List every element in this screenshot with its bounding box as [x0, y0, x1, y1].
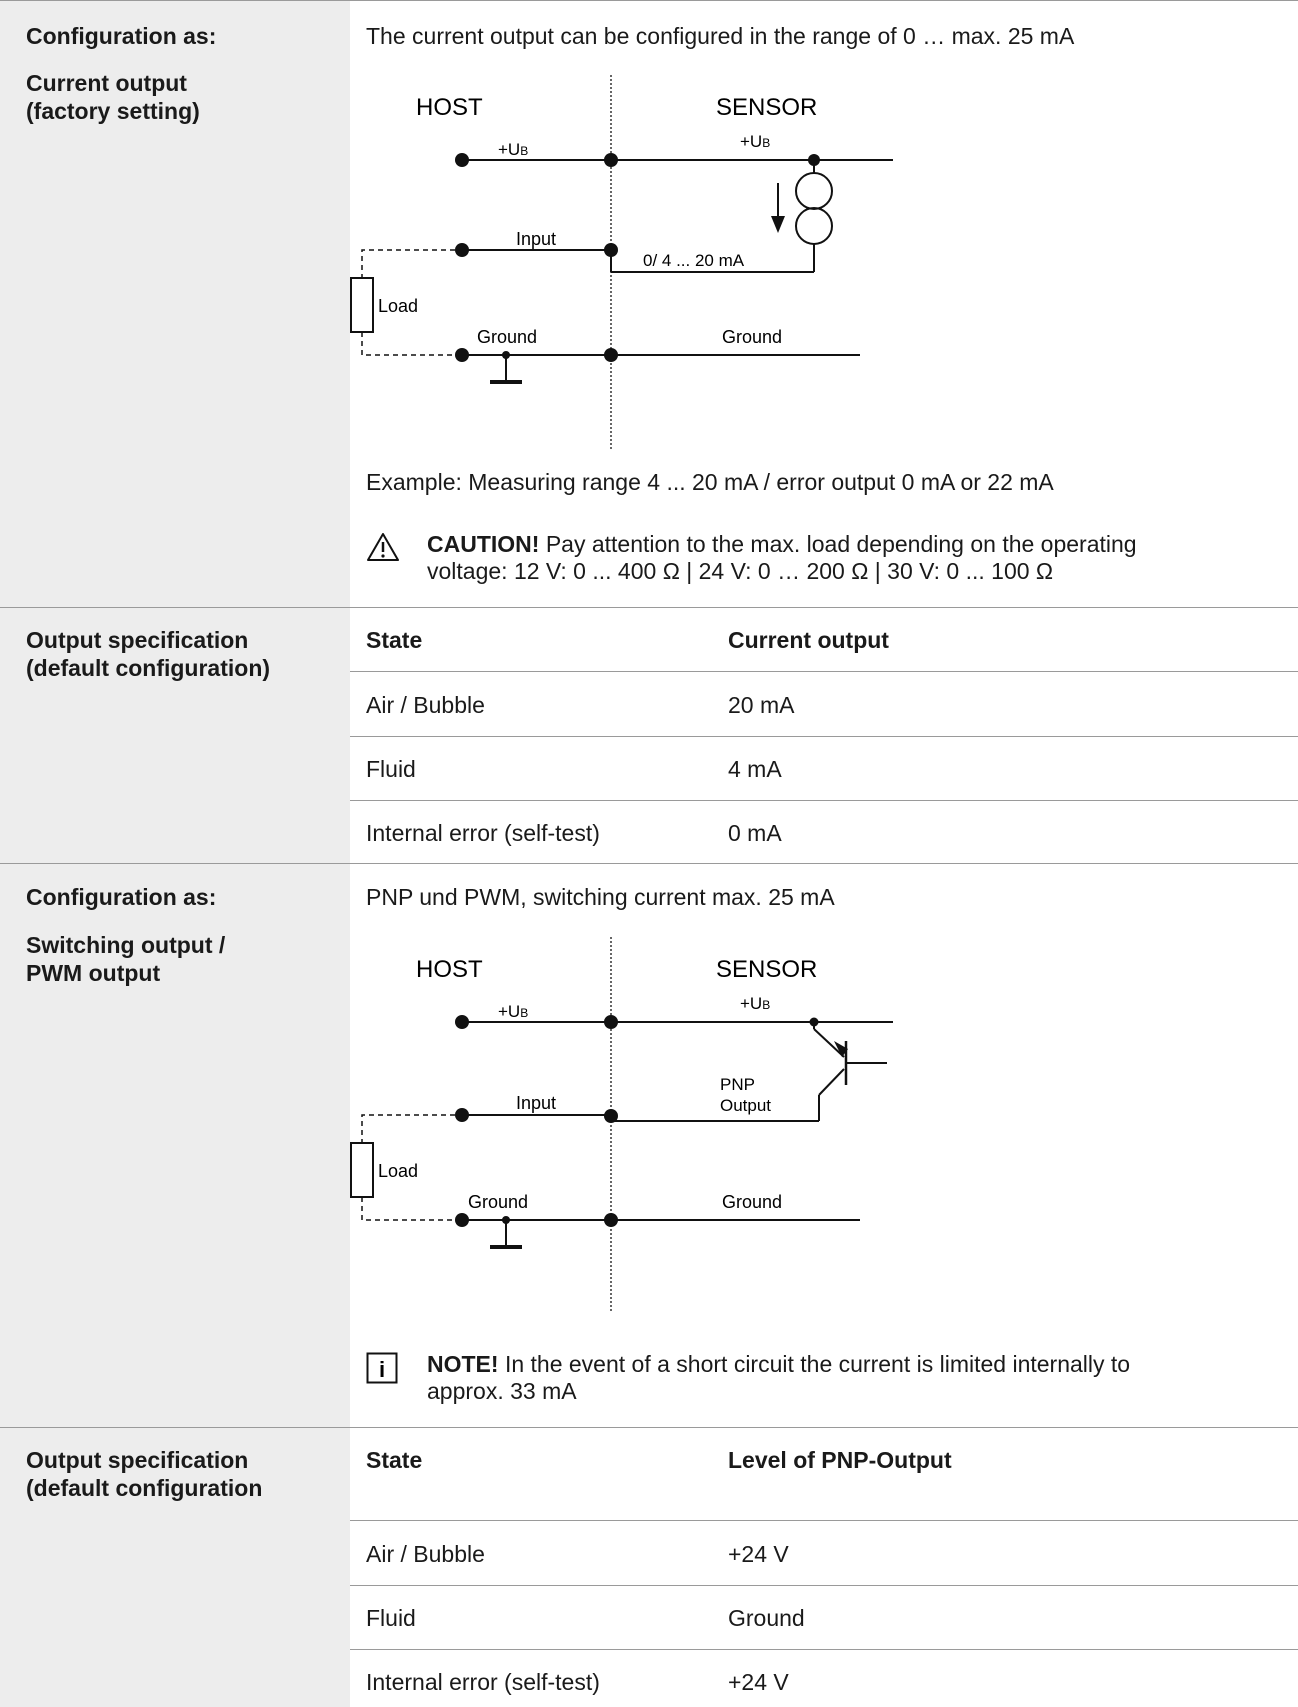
- left-label-column: [0, 0, 350, 1707]
- ub-host-subscript: B: [520, 1006, 528, 1020]
- section2-label-type: Switching output /: [26, 932, 226, 958]
- spec1-header-output: Current output: [728, 627, 889, 653]
- host-label: HOST: [416, 94, 483, 121]
- ub-sensor-label: +U: [740, 132, 762, 151]
- load-label: Load: [378, 296, 418, 316]
- caution-text-line1: Pay attention to the max. load depending…: [539, 531, 1137, 557]
- ub-host-subscript: B: [520, 144, 528, 158]
- host-label: HOST: [416, 956, 483, 983]
- svg-text:+UB: +UB: [740, 994, 770, 1013]
- spec2-row2-state: Fluid: [366, 1605, 416, 1631]
- spec2-label: Output specification: [26, 1447, 249, 1473]
- caution-label: CAUTION!: [427, 531, 540, 557]
- ground-host-label: Ground: [468, 1192, 528, 1212]
- spec2-row2-value: Ground: [728, 1605, 805, 1631]
- ub-sensor-subscript: B: [762, 136, 770, 150]
- rule-section2-end: [0, 1427, 1298, 1428]
- caution-text-line2: voltage: 12 V: 0 ... 400 Ω | 24 V: 0 … 2…: [427, 558, 1054, 584]
- rule-top: [0, 0, 1298, 1]
- sensor-label: SENSOR: [716, 956, 817, 983]
- ub-sensor-subscript: B: [762, 998, 770, 1012]
- rule-spec1-end: [0, 863, 1298, 864]
- section1-example: Example: Measuring range 4 ... 20 mA / e…: [366, 469, 1054, 495]
- current-output-circuit-diagram: HOST SENSOR +UB +UB 0/ 4 ... 20 mA Input…: [350, 75, 893, 450]
- note-text-line2: approx. 33 mA: [427, 1378, 577, 1404]
- spec2-row1-state: Air / Bubble: [366, 1541, 485, 1567]
- spec2-row3-value: +24 V: [728, 1669, 789, 1695]
- rule-spec2-row2: [350, 1649, 1298, 1650]
- rule-spec1-row1: [350, 736, 1298, 737]
- spec2-row1-value: +24 V: [728, 1541, 789, 1567]
- section1-label-type2: (factory setting): [26, 98, 200, 124]
- section2-label-config: Configuration as:: [26, 884, 217, 910]
- ground-sensor-label: Ground: [722, 327, 782, 347]
- svg-text:+UB: +UB: [498, 140, 528, 159]
- spec1-header-state: State: [366, 627, 423, 653]
- svg-text:i: i: [379, 1357, 385, 1382]
- note-label: NOTE!: [427, 1351, 499, 1377]
- rule-spec2-row1: [350, 1585, 1298, 1586]
- pnp-label: PNP: [720, 1075, 755, 1094]
- ub-host-label: +U: [498, 140, 520, 159]
- spec2-label-sub: (default configuration: [26, 1475, 263, 1501]
- pnp-output-circuit-diagram: HOST SENSOR +UB +UB PNP Output Input Loa…: [350, 937, 893, 1312]
- spec2-row3-state: Internal error (self-test): [366, 1669, 600, 1695]
- rule-spec1-row2: [350, 800, 1298, 801]
- load-label: Load: [378, 1161, 418, 1181]
- ground-host-label: Ground: [477, 327, 537, 347]
- pnp-output-label: Output: [720, 1096, 771, 1115]
- spec1-label: Output specification: [26, 627, 249, 653]
- svg-text:+UB: +UB: [498, 1002, 528, 1021]
- caution-warning-icon: [367, 533, 399, 561]
- input-label: Input: [516, 1093, 556, 1113]
- info-icon: i: [366, 1352, 398, 1384]
- rule-section1-end: [0, 607, 1298, 608]
- svg-text:+UB: +UB: [740, 132, 770, 151]
- spec1-row3-state: Internal error (self-test): [366, 820, 600, 846]
- section1-label-config: Configuration as:: [26, 23, 217, 49]
- sensor-label: SENSOR: [716, 94, 817, 121]
- spec2-header-state: State: [366, 1447, 423, 1473]
- section1-intro: The current output can be configured in …: [366, 23, 1075, 49]
- note-block: NOTE! In the event of a short circuit th…: [427, 1351, 1287, 1405]
- spec2-header-level: Level of PNP-Output: [728, 1447, 952, 1473]
- spec1-label-sub: (default configuration): [26, 655, 271, 681]
- spec1-row2-state: Fluid: [366, 756, 416, 782]
- ground-sensor-label: Ground: [722, 1192, 782, 1212]
- spec1-row1-value: 20 mA: [728, 692, 795, 718]
- ub-sensor-label: +U: [740, 994, 762, 1013]
- current-range-label: 0/ 4 ... 20 mA: [643, 251, 745, 270]
- input-label: Input: [516, 229, 556, 249]
- spec1-row1-state: Air / Bubble: [366, 692, 485, 718]
- spec1-row2-value: 4 mA: [728, 756, 782, 782]
- spec1-row3-value: 0 mA: [728, 820, 782, 846]
- caution-note: CAUTION! Pay attention to the max. load …: [427, 531, 1287, 585]
- note-text-line1: In the event of a short circuit the curr…: [498, 1351, 1131, 1377]
- section2-intro: PNP und PWM, switching current max. 25 m…: [366, 884, 835, 910]
- rule-spec1-header: [350, 671, 1298, 672]
- section2-label-type2: PWM output: [26, 960, 161, 986]
- rule-spec2-header: [350, 1520, 1298, 1521]
- section1-label-type: Current output: [26, 70, 187, 96]
- ub-host-label: +U: [498, 1002, 520, 1021]
